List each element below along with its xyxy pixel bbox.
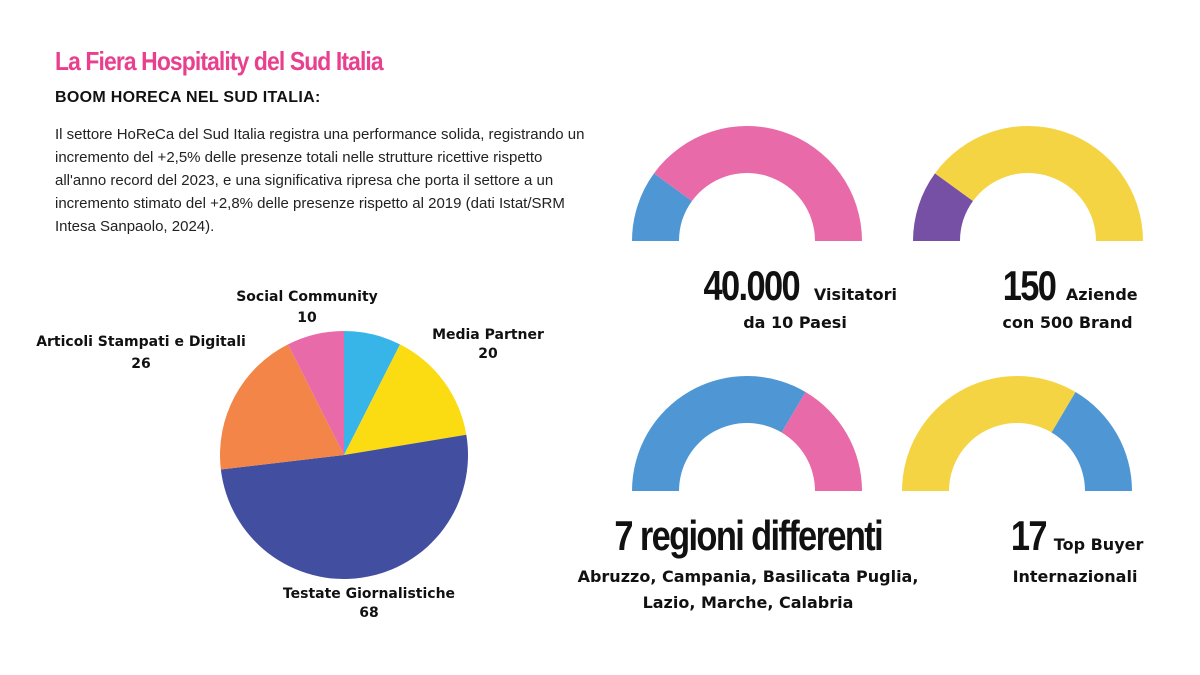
stat-regions-sub: Abruzzo, Campania, Basilicata Puglia, La… (577, 567, 919, 612)
gauge-0-segment-1 (653, 126, 862, 241)
pie-value-social-community: 10 (297, 310, 317, 326)
stat-regions-number: 7 regioni differenti (614, 512, 883, 559)
stat-companies-number: 150 (1003, 262, 1057, 309)
stat-regions: 7 regioni differenti Abruzzo, Campania, … (558, 512, 938, 616)
pie-label-media-partner: Media Partner (432, 327, 544, 343)
pie-value-testate-giornalistiche: 68 (359, 605, 378, 621)
pie-slice-social-community (344, 331, 401, 455)
stat-companies-sub: con 500 Brand (1002, 313, 1133, 332)
stat-companies-label: Aziende (1065, 285, 1138, 304)
pie-label-testate-giornalistiche: Testate Giornalistiche (283, 586, 455, 602)
stat-visitors-label: Visitatori (813, 285, 897, 304)
gauge-1-segment-1 (934, 126, 1143, 241)
gauge-3-segment-0 (902, 376, 1076, 491)
gauge-1-segment-0 (913, 173, 973, 241)
stat-visitors: 40.000 Visitatori da 10 Paesi (640, 262, 950, 336)
pie-value-media-partner: 20 (478, 346, 498, 362)
pie-label-social-community: Social Community (236, 289, 378, 305)
gauge-3-segment-1 (1051, 392, 1132, 491)
stat-buyers-sub: Internazionali (1012, 567, 1138, 586)
gauge-regions (632, 376, 862, 491)
stat-buyers-number: 17 (1010, 512, 1047, 559)
stat-buyers-label: Top Buyer (1053, 535, 1144, 554)
gauge-visitors (631, 126, 862, 241)
pie-slice-articoli-stampati-e-digitali (219, 344, 344, 470)
pie-slice-media-partner (344, 344, 467, 455)
gauge-companies (913, 126, 1143, 241)
intro-paragraph: Il settore HoReCa del Sud Italia registr… (55, 126, 585, 235)
stat-companies: 150 Aziende con 500 Brand (955, 262, 1180, 336)
gauge-0-segment-0 (631, 173, 692, 241)
pie-value-articoli-stampati-e-digitali: 26 (131, 356, 150, 372)
section-subtitle: BOOM HORECA NEL SUD ITALIA: (55, 89, 321, 106)
page-title: La Fiera Hospitality del Sud Italia (55, 46, 384, 76)
gauge-2-segment-0 (632, 376, 806, 491)
stat-buyers: 17 Top Buyer Internazionali (960, 512, 1190, 590)
gauge-2-segment-1 (781, 392, 862, 491)
stat-visitors-sub: da 10 Paesi (743, 313, 847, 332)
pie-slice-other (287, 331, 344, 455)
stat-visitors-number: 40.000 (703, 262, 800, 309)
pie-label-articoli-stampati-e-digitali: Articoli Stampati e Digitali (36, 334, 246, 350)
gauge-buyers (902, 376, 1132, 491)
pie-slice-testate-giornalistiche (220, 434, 469, 580)
